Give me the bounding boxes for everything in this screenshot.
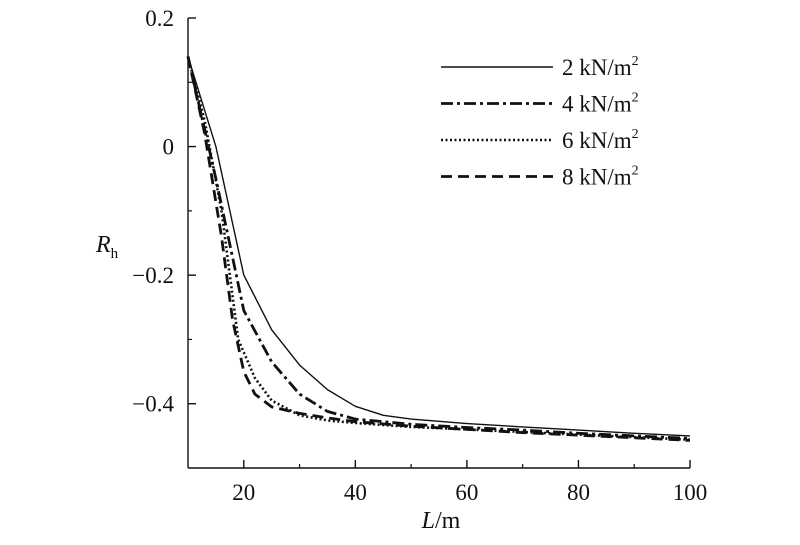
legend-label-3: 6 kN/m2 xyxy=(562,127,639,153)
y-tick-label: −0.4 xyxy=(132,392,174,417)
x-tick-label: 40 xyxy=(344,480,367,505)
y-tick-label: 0 xyxy=(163,135,175,160)
y-axis-label-italic: R xyxy=(95,232,111,258)
x-tick-label: 80 xyxy=(567,480,590,505)
y-axis-label-subscript: h xyxy=(111,246,119,262)
legend: 2 kN/m2 4 kN/m2 6 kN/m2 8 kN/m2 xyxy=(441,54,639,190)
y-axis-label: Rh xyxy=(95,232,119,262)
series-lines xyxy=(186,56,691,442)
series-line-4 xyxy=(186,56,691,442)
y-tick-label: 0.2 xyxy=(145,6,174,31)
plot-frame xyxy=(187,18,690,469)
x-axis-label: L/m xyxy=(421,508,461,534)
legend-label-1: 2 kN/m2 xyxy=(562,54,639,80)
y-axis: 0.2 0 −0.2 −0.4 xyxy=(132,6,196,417)
series-line-2 xyxy=(186,56,691,440)
legend-label-4: 8 kN/m2 xyxy=(562,164,639,190)
x-axis: 20 40 60 80 100 xyxy=(232,460,707,505)
x-tick-label: 60 xyxy=(455,480,478,505)
legend-label-2: 4 kN/m2 xyxy=(562,91,639,117)
series-line-1 xyxy=(187,56,691,437)
x-axis-label-unit: /m xyxy=(435,508,461,534)
x-axis-label-italic: L xyxy=(421,508,435,534)
x-tick-label: 100 xyxy=(673,480,708,505)
x-tick-label: 20 xyxy=(232,480,255,505)
y-tick-label: −0.2 xyxy=(132,263,174,288)
